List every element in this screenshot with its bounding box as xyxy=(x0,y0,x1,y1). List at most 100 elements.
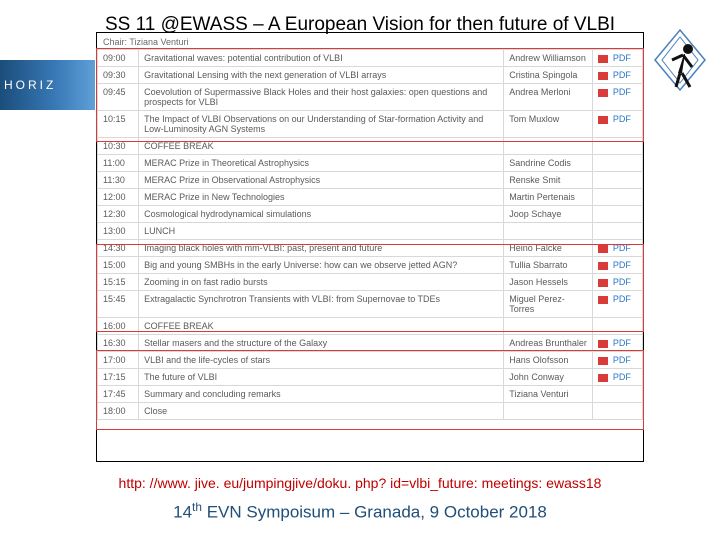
cell-speaker: John Conway xyxy=(504,369,593,386)
cell-speaker xyxy=(504,138,593,155)
cell-pdf[interactable]: PDF xyxy=(593,111,643,138)
table-row: 17:15The future of VLBIJohn Conway PDF xyxy=(98,369,643,386)
cell-time: 14:30 xyxy=(98,240,139,257)
cell-time: 15:00 xyxy=(98,257,139,274)
cell-time: 16:00 xyxy=(98,318,139,335)
pdf-icon xyxy=(598,89,608,97)
cell-pdf[interactable]: PDF xyxy=(593,240,643,257)
cell-talk: MERAC Prize in Observational Astrophysic… xyxy=(139,172,504,189)
cell-time: 09:30 xyxy=(98,67,139,84)
cell-speaker: Jason Hessels xyxy=(504,274,593,291)
cell-speaker: Andrea Merloni xyxy=(504,84,593,111)
pdf-icon xyxy=(598,262,608,270)
cell-time: 13:00 xyxy=(98,223,139,240)
table-row: 11:30MERAC Prize in Observational Astrop… xyxy=(98,172,643,189)
cell-pdf[interactable]: PDF xyxy=(593,369,643,386)
event-ordinal: 14 xyxy=(173,503,192,522)
pdf-icon xyxy=(598,296,608,304)
table-row: 09:00Gravitational waves: potential cont… xyxy=(98,50,643,67)
cell-pdf[interactable]: PDF xyxy=(593,67,643,84)
cell-talk: MERAC Prize in New Technologies xyxy=(139,189,504,206)
table-row: 09:30Gravitational Lensing with the next… xyxy=(98,67,643,84)
cell-pdf xyxy=(593,223,643,240)
table-row: 13:00LUNCH xyxy=(98,223,643,240)
cell-speaker xyxy=(504,403,593,420)
cell-time: 12:00 xyxy=(98,189,139,206)
cell-time: 16:30 xyxy=(98,335,139,352)
cell-time: 15:45 xyxy=(98,291,139,318)
cell-talk: Gravitational waves: potential contribut… xyxy=(139,50,504,67)
cell-talk: LUNCH xyxy=(139,223,504,240)
table-row: 18:00Close xyxy=(98,403,643,420)
cell-pdf[interactable]: PDF xyxy=(593,335,643,352)
cell-pdf[interactable]: PDF xyxy=(593,274,643,291)
table-row: 16:00COFFEE BREAK xyxy=(98,318,643,335)
cell-speaker: Martin Pertenais xyxy=(504,189,593,206)
schedule-table: 09:00Gravitational waves: potential cont… xyxy=(97,49,643,420)
table-row: 09:45Coevolution of Supermassive Black H… xyxy=(98,84,643,111)
cell-time: 17:15 xyxy=(98,369,139,386)
table-row: 16:30Stellar masers and the structure of… xyxy=(98,335,643,352)
table-row: 14:30Imaging black holes with mm-VLBI: p… xyxy=(98,240,643,257)
cell-pdf[interactable]: PDF xyxy=(593,257,643,274)
cell-talk: Stellar masers and the structure of the … xyxy=(139,335,504,352)
cell-speaker: Miguel Perez-Torres xyxy=(504,291,593,318)
cell-pdf[interactable]: PDF xyxy=(593,84,643,111)
pdf-icon xyxy=(598,374,608,382)
table-row: 15:00Big and young SMBHs in the early Un… xyxy=(98,257,643,274)
event-ordinal-suffix: th xyxy=(192,500,202,514)
pdf-icon xyxy=(598,55,608,63)
horizon-text: HORIZ xyxy=(4,78,56,92)
table-row: 12:00MERAC Prize in New TechnologiesMart… xyxy=(98,189,643,206)
cell-speaker: Hans Olofsson xyxy=(504,352,593,369)
pdf-icon xyxy=(598,279,608,287)
table-row: 17:00VLBI and the life-cycles of starsHa… xyxy=(98,352,643,369)
table-row: 15:15Zooming in on fast radio burstsJaso… xyxy=(98,274,643,291)
cell-talk: VLBI and the life-cycles of stars xyxy=(139,352,504,369)
pdf-icon xyxy=(598,72,608,80)
cell-talk: COFFEE BREAK xyxy=(139,138,504,155)
cell-time: 09:45 xyxy=(98,84,139,111)
table-row: 17:45Summary and concluding remarksTizia… xyxy=(98,386,643,403)
cell-talk: MERAC Prize in Theoretical Astrophysics xyxy=(139,155,504,172)
cell-speaker: Sandrine Codis xyxy=(504,155,593,172)
table-row: 10:15The Impact of VLBI Observations on … xyxy=(98,111,643,138)
table-row: 12:30Cosmological hydrodynamical simulat… xyxy=(98,206,643,223)
cell-pdf xyxy=(593,155,643,172)
cell-talk: Gravitational Lensing with the next gene… xyxy=(139,67,504,84)
pdf-icon xyxy=(598,340,608,348)
cell-pdf xyxy=(593,318,643,335)
table-row: 15:45Extragalactic Synchrotron Transient… xyxy=(98,291,643,318)
cell-speaker: Renske Smit xyxy=(504,172,593,189)
pdf-icon xyxy=(598,357,608,365)
event-line: 14th EVN Sympoisum – Granada, 9 October … xyxy=(0,500,720,523)
cell-time: 12:30 xyxy=(98,206,139,223)
cell-talk: Close xyxy=(139,403,504,420)
cell-talk: Extragalactic Synchrotron Transients wit… xyxy=(139,291,504,318)
cell-pdf[interactable]: PDF xyxy=(593,50,643,67)
cell-pdf[interactable]: PDF xyxy=(593,291,643,318)
cell-talk: Big and young SMBHs in the early Univers… xyxy=(139,257,504,274)
cell-pdf xyxy=(593,386,643,403)
cell-speaker: Cristina Spingola xyxy=(504,67,593,84)
cell-speaker: Heino Falcke xyxy=(504,240,593,257)
cell-time: 09:00 xyxy=(98,50,139,67)
page-title: SS 11 @EWASS – A European Vision for the… xyxy=(0,14,720,36)
cell-speaker xyxy=(504,318,593,335)
event-text: EVN Sympoisum – Granada, 9 October 2018 xyxy=(202,503,547,522)
cell-speaker xyxy=(504,223,593,240)
schedule-panel: Chair: Tiziana Venturi 09:00Gravitationa… xyxy=(96,32,644,462)
cell-speaker: Andreas Brunthaler xyxy=(504,335,593,352)
pdf-icon xyxy=(598,245,608,253)
background-horizon-banner: HORIZ xyxy=(0,60,95,110)
cell-time: 10:30 xyxy=(98,138,139,155)
cell-talk: Summary and concluding remarks xyxy=(139,386,504,403)
cell-time: 10:15 xyxy=(98,111,139,138)
cell-time: 15:15 xyxy=(98,274,139,291)
url-line: http: //www. jive. eu/jumpingjive/doku. … xyxy=(0,475,720,491)
cell-time: 11:30 xyxy=(98,172,139,189)
cell-pdf xyxy=(593,138,643,155)
cell-speaker: Tullia Sbarrato xyxy=(504,257,593,274)
cell-speaker: Tiziana Venturi xyxy=(504,386,593,403)
cell-pdf[interactable]: PDF xyxy=(593,352,643,369)
